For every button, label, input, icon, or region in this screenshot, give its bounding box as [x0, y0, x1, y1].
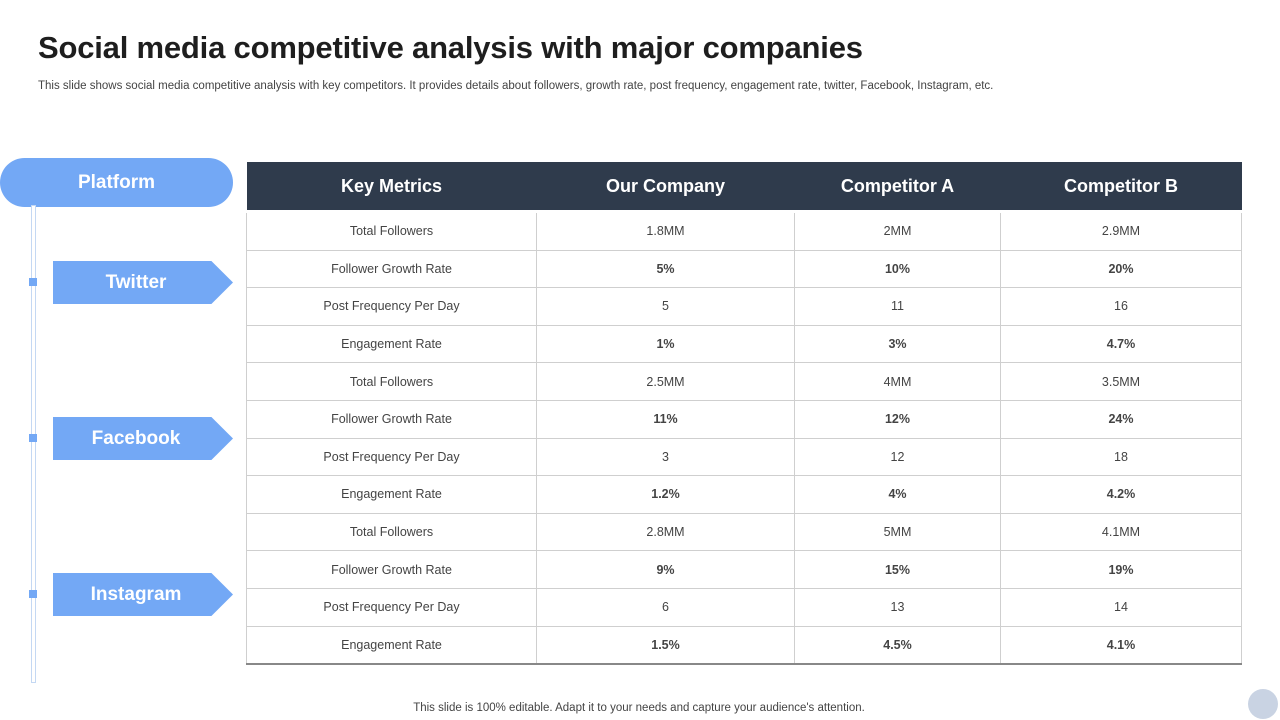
table-row: Post Frequency Per Day 6 13 14: [246, 587, 1242, 627]
competitor-a-cell: 2MM: [794, 211, 1001, 251]
table-row: Engagement Rate 1.5% 4.5% 4.1%: [246, 625, 1242, 666]
header-key-metrics: Key Metrics: [246, 162, 537, 213]
our-company-cell: 2.5MM: [536, 362, 795, 401]
page-subtitle: This slide shows social media competitiv…: [38, 80, 994, 92]
competitor-a-cell: 4MM: [794, 362, 1001, 401]
competitor-a-cell: 4%: [794, 475, 1001, 514]
competitor-a-cell: 5MM: [794, 512, 1001, 552]
table-row: Post Frequency Per Day 5 11 16: [246, 287, 1242, 326]
platform-label-twitter: Twitter: [53, 261, 233, 304]
header-our-company: Our Company: [536, 162, 795, 213]
table-row: Post Frequency Per Day 3 12 18: [246, 437, 1242, 477]
competitor-a-cell: 4.5%: [794, 625, 1001, 666]
competitor-b-cell: 4.7%: [1000, 324, 1242, 364]
competitor-b-cell: 14: [1000, 587, 1242, 627]
table-row: Follower Growth Rate 5% 10% 20%: [246, 249, 1242, 289]
metric-cell: Engagement Rate: [246, 475, 537, 514]
our-company-cell: 1.2%: [536, 475, 795, 514]
timeline-bar: [31, 205, 36, 683]
metric-cell: Total Followers: [246, 211, 537, 251]
timeline-dot-twitter: [29, 278, 37, 286]
competitor-b-cell: 19%: [1000, 550, 1242, 589]
table-row: Total Followers 1.8MM 2MM 2.9MM: [246, 211, 1242, 251]
our-company-cell: 2.8MM: [536, 512, 795, 552]
our-company-cell: 5: [536, 287, 795, 326]
metric-cell: Post Frequency Per Day: [246, 287, 537, 326]
header-competitor-a: Competitor A: [794, 162, 1001, 213]
competitor-a-cell: 12: [794, 437, 1001, 477]
competitor-b-cell: 16: [1000, 287, 1242, 326]
competitor-b-cell: 18: [1000, 437, 1242, 477]
our-company-cell: 3: [536, 437, 795, 477]
competitor-b-cell: 3.5MM: [1000, 362, 1242, 401]
our-company-cell: 1%: [536, 324, 795, 364]
metric-cell: Post Frequency Per Day: [246, 437, 537, 477]
page-title: Social media competitive analysis with m…: [38, 30, 863, 65]
table-header-row: Key Metrics Our Company Competitor A Com…: [246, 162, 1242, 213]
metrics-table: Key Metrics Our Company Competitor A Com…: [246, 162, 1242, 666]
our-company-cell: 1.8MM: [536, 211, 795, 251]
competitor-b-cell: 4.2%: [1000, 475, 1242, 514]
platform-label-facebook: Facebook: [53, 417, 233, 460]
our-company-cell: 5%: [536, 249, 795, 289]
footer-note: This slide is 100% editable. Adapt it to…: [413, 702, 865, 714]
timeline-dot-facebook: [29, 434, 37, 442]
metric-cell: Total Followers: [246, 512, 537, 552]
metric-cell: Follower Growth Rate: [246, 550, 537, 589]
competitor-a-cell: 11: [794, 287, 1001, 326]
table-row: Follower Growth Rate 9% 15% 19%: [246, 550, 1242, 589]
metric-cell: Follower Growth Rate: [246, 249, 537, 289]
table-row: Engagement Rate 1.2% 4% 4.2%: [246, 475, 1242, 514]
competitor-a-cell: 10%: [794, 249, 1001, 289]
competitor-a-cell: 15%: [794, 550, 1001, 589]
metrics-table-container: Key Metrics Our Company Competitor A Com…: [246, 162, 1242, 666]
metric-cell: Follower Growth Rate: [246, 399, 537, 439]
our-company-cell: 9%: [536, 550, 795, 589]
table-row: Total Followers 2.5MM 4MM 3.5MM: [246, 362, 1242, 401]
metric-cell: Engagement Rate: [246, 625, 537, 666]
competitor-a-cell: 3%: [794, 324, 1001, 364]
competitor-b-cell: 4.1MM: [1000, 512, 1242, 552]
competitor-b-cell: 24%: [1000, 399, 1242, 439]
metric-cell: Post Frequency Per Day: [246, 587, 537, 627]
competitor-a-cell: 12%: [794, 399, 1001, 439]
corner-circle-decoration: [1248, 689, 1278, 719]
metric-cell: Engagement Rate: [246, 324, 537, 364]
header-competitor-b: Competitor B: [1000, 162, 1242, 213]
competitor-b-cell: 4.1%: [1000, 625, 1242, 666]
platform-label-instagram: Instagram: [53, 573, 233, 616]
table-row: Follower Growth Rate 11% 12% 24%: [246, 399, 1242, 439]
our-company-cell: 1.5%: [536, 625, 795, 666]
metric-cell: Total Followers: [246, 362, 537, 401]
our-company-cell: 11%: [536, 399, 795, 439]
competitor-b-cell: 20%: [1000, 249, 1242, 289]
competitor-b-cell: 2.9MM: [1000, 211, 1242, 251]
table-row: Engagement Rate 1% 3% 4.7%: [246, 324, 1242, 364]
table-row: Total Followers 2.8MM 5MM 4.1MM: [246, 512, 1242, 552]
competitor-a-cell: 13: [794, 587, 1001, 627]
timeline-dot-instagram: [29, 590, 37, 598]
platform-header: Platform: [0, 158, 233, 207]
our-company-cell: 6: [536, 587, 795, 627]
